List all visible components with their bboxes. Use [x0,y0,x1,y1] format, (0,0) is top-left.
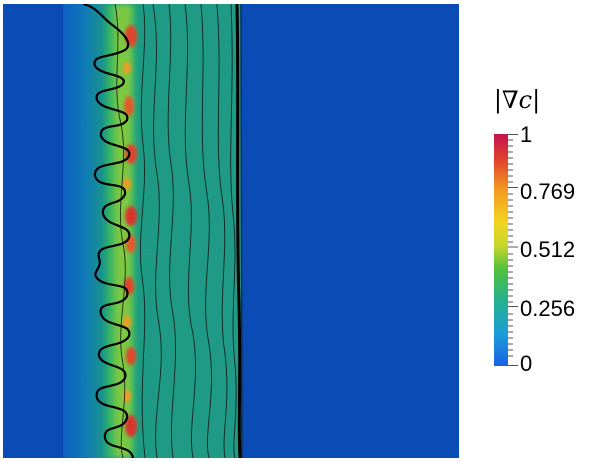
gradient-field-plot [3,4,459,458]
legend-label-0256: 0.256 [520,296,576,321]
colorbar [494,134,518,366]
hot-spots [123,25,137,437]
colorbar-gradient [494,134,508,366]
legend-label-0512: 0.512 [520,237,576,262]
colorbar-ticks [508,134,518,366]
wavy-front-contour [82,4,135,458]
legend-label-min: 0 [520,351,533,376]
interface-band [63,4,241,458]
legend-label-0769: 0.769 [520,179,576,204]
interior-contours [114,4,237,458]
right-boundary-contour [235,4,242,458]
color-legend: |∇c| [480,86,598,386]
legend-label-max: 1 [520,122,533,147]
legend-title: |∇c| [493,86,541,114]
